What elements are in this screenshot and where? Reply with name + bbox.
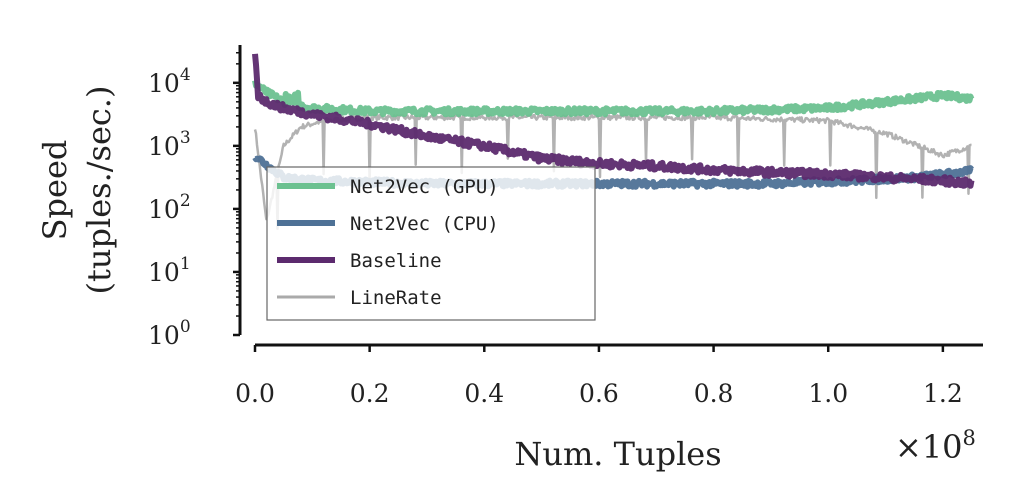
x-scale-exponent: 8 bbox=[963, 426, 976, 450]
x-scale-factor: ×108 bbox=[895, 426, 976, 466]
legend-frame bbox=[266, 166, 596, 321]
y-tick-base: 10 bbox=[148, 195, 180, 224]
series-line-baseline bbox=[252, 53, 975, 189]
x-tick-label: 1.2 bbox=[923, 379, 963, 408]
y-tick-base: 10 bbox=[148, 258, 180, 287]
x-tick-label: 0.4 bbox=[464, 379, 504, 408]
y-tick-exponent: 1 bbox=[180, 254, 191, 274]
x-tick-label: 0.8 bbox=[694, 379, 734, 408]
x-ticks: 0.0 0.2 0.4 0.6 0.8 1.0 1.2 bbox=[235, 345, 963, 408]
x-tick-label: 0.2 bbox=[350, 379, 390, 408]
y-tick-exponent: 0 bbox=[180, 317, 191, 337]
x-tick-label: 1.0 bbox=[808, 379, 848, 408]
y-tick-exponent: 4 bbox=[180, 65, 191, 85]
y-tick-base: 10 bbox=[148, 321, 180, 350]
x-tick-label: 0.0 bbox=[235, 379, 275, 408]
y-axis-label-units: (tuples./sec.) bbox=[80, 86, 118, 295]
y-tick-exponent: 2 bbox=[180, 191, 191, 211]
legend: Net2Vec (GPU) Net2Vec (CPU) Baseline LineRa… bbox=[266, 166, 596, 321]
y-tick-exponent: 3 bbox=[180, 128, 191, 148]
y-tick-label: 104 bbox=[148, 65, 191, 98]
y-tick-label: 103 bbox=[148, 128, 191, 161]
x-axis-label: Num. Tuples bbox=[514, 435, 721, 473]
legend-label: Baseline bbox=[350, 250, 442, 272]
y-tick-label: 101 bbox=[148, 254, 191, 287]
x-scale-base: ×10 bbox=[895, 428, 963, 466]
y-tick-base: 10 bbox=[148, 69, 180, 98]
y-axis-label: Speed bbox=[36, 140, 74, 241]
legend-label: Net2Vec (CPU) bbox=[350, 213, 499, 235]
legend-label: LineRate bbox=[350, 287, 442, 309]
legend-items: Net2Vec (GPU) Net2Vec (CPU) Baseline LineRa… bbox=[277, 176, 499, 309]
legend-label: Net2Vec (GPU) bbox=[350, 176, 499, 198]
series-line-net2vec-gpu bbox=[252, 79, 975, 118]
y-tick-base: 10 bbox=[148, 132, 180, 161]
x-tick-label: 0.6 bbox=[579, 379, 619, 408]
y-tick-label: 100 bbox=[148, 317, 191, 350]
y-tick-label: 102 bbox=[148, 191, 191, 224]
